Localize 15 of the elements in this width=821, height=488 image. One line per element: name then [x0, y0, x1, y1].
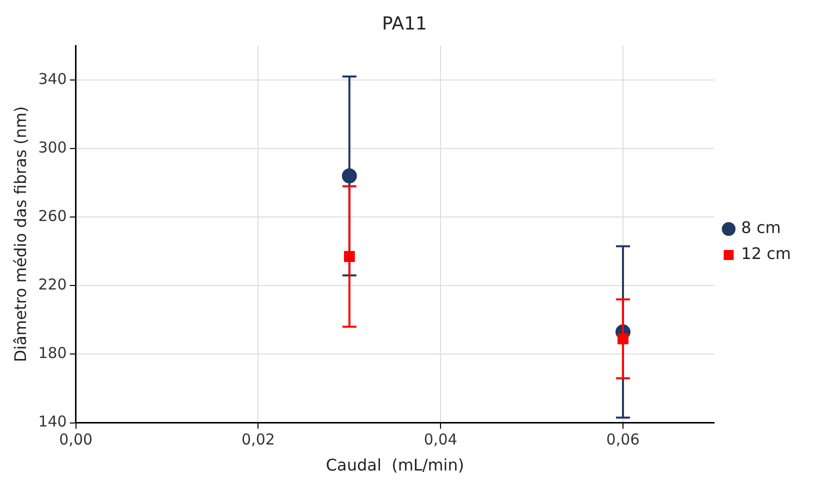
- x-tick-label: 0,00: [59, 430, 93, 449]
- y-tick-label: 220: [38, 276, 67, 294]
- y-axis-title: Diâmetro médio das fibras (nm): [10, 106, 30, 362]
- chart-title: PA11: [382, 13, 427, 34]
- y-tick-label: 340: [38, 70, 67, 88]
- legend-label: 12 cm: [741, 244, 791, 264]
- legend-label: 8 cm: [741, 218, 781, 238]
- x-axis-title: Caudal (mL/min): [326, 456, 464, 475]
- y-tick-label: 260: [38, 206, 67, 225]
- x-tick-label: 0,02: [242, 430, 275, 449]
- y-tick-label: 140: [38, 412, 67, 431]
- x-tick-label: 0,06: [606, 430, 640, 449]
- y-tick-label: 180: [38, 344, 67, 362]
- y-tick-label: 300: [38, 138, 67, 156]
- x-tick-label: 0,04: [424, 430, 458, 449]
